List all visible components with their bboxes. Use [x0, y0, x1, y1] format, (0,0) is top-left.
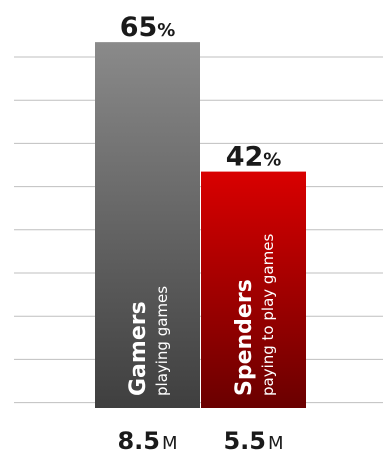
- count-label-spenders: 5.5 M: [223, 427, 283, 455]
- bar-gamers: [95, 42, 200, 409]
- value-label-spenders: 42%: [226, 142, 282, 173]
- bar-label-spenders: Spenders paying to play games: [232, 234, 277, 396]
- category-label-gamers: Gamers: [126, 301, 151, 396]
- category-label-spenders: Spenders: [232, 279, 257, 396]
- bar-spenders: [201, 171, 306, 408]
- labels: 65% Gamers playing games 8.5 M 42% Spenders pay…: [117, 12, 283, 455]
- value-label-gamers: 65%: [120, 12, 176, 43]
- category-description-gamers: playing games: [153, 286, 171, 396]
- bar-label-gamers: Gamers playing games: [126, 286, 171, 396]
- bars: [95, 42, 306, 409]
- category-description-spenders: paying to play games: [259, 234, 277, 396]
- count-label-gamers: 8.5 M: [117, 427, 177, 455]
